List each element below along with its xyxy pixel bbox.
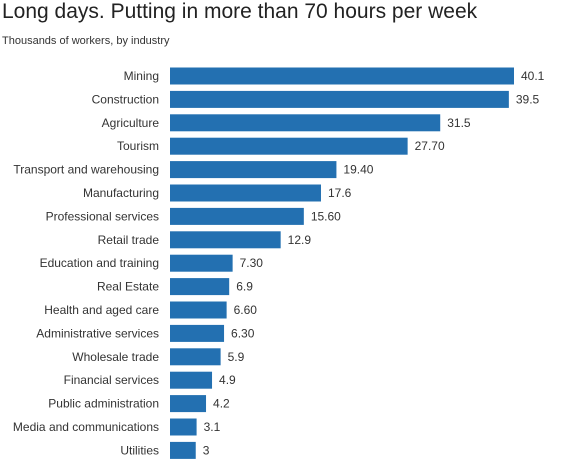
value-label: 39.5 — [516, 92, 540, 106]
category-label: Education and training — [40, 256, 159, 270]
category-label: Utilities — [120, 443, 159, 457]
bar — [170, 418, 197, 436]
category-label: Administrative services — [36, 326, 159, 340]
category-label: Tourism — [117, 139, 159, 153]
bar — [170, 90, 509, 108]
bar — [170, 161, 337, 179]
category-label: Transport and warehousing — [13, 163, 159, 177]
category-label: Real Estate — [97, 280, 159, 294]
chart-title: Long days. Putting in more than 70 hours… — [2, 0, 478, 23]
bar — [170, 231, 281, 249]
value-label: 5.9 — [228, 350, 245, 364]
value-label: 12.9 — [288, 233, 312, 247]
value-label: 3 — [203, 443, 210, 457]
bar — [170, 395, 207, 413]
category-label: Financial services — [64, 373, 159, 387]
bar — [170, 324, 225, 342]
bar — [170, 137, 408, 155]
value-label: 31.5 — [447, 116, 471, 130]
chart-subtitle: Thousands of workers, by industry — [2, 35, 170, 47]
value-label: 40.1 — [521, 69, 545, 83]
bar — [170, 348, 221, 366]
category-label: Public administration — [48, 397, 159, 411]
category-label: Media and communications — [13, 420, 159, 434]
bar — [170, 254, 233, 272]
value-label: 17.6 — [328, 186, 352, 200]
value-label: 6.30 — [231, 326, 255, 340]
value-label: 7.30 — [240, 256, 264, 270]
value-label: 15.60 — [311, 209, 341, 223]
value-label: 3.1 — [204, 420, 221, 434]
category-label: Professional services — [46, 209, 159, 223]
bar — [170, 441, 196, 459]
category-label: Wholesale trade — [72, 350, 159, 364]
value-label: 4.2 — [213, 397, 230, 411]
value-label: 27.70 — [415, 139, 445, 153]
bar — [170, 371, 213, 389]
value-label: 4.9 — [219, 373, 236, 387]
bar — [170, 207, 304, 225]
category-label: Retail trade — [98, 233, 160, 247]
value-label: 6.9 — [236, 280, 253, 294]
category-label: Mining — [124, 69, 159, 83]
category-label: Manufacturing — [83, 186, 159, 200]
bar — [170, 184, 321, 202]
value-label: 6.60 — [234, 303, 258, 317]
category-label: Health and aged care — [44, 303, 159, 317]
bar — [170, 114, 441, 132]
value-label: 19.40 — [343, 163, 373, 177]
bar — [170, 278, 230, 296]
category-label: Agriculture — [102, 116, 160, 130]
bar — [170, 301, 227, 319]
bar — [170, 67, 514, 85]
category-label: Construction — [92, 92, 159, 106]
